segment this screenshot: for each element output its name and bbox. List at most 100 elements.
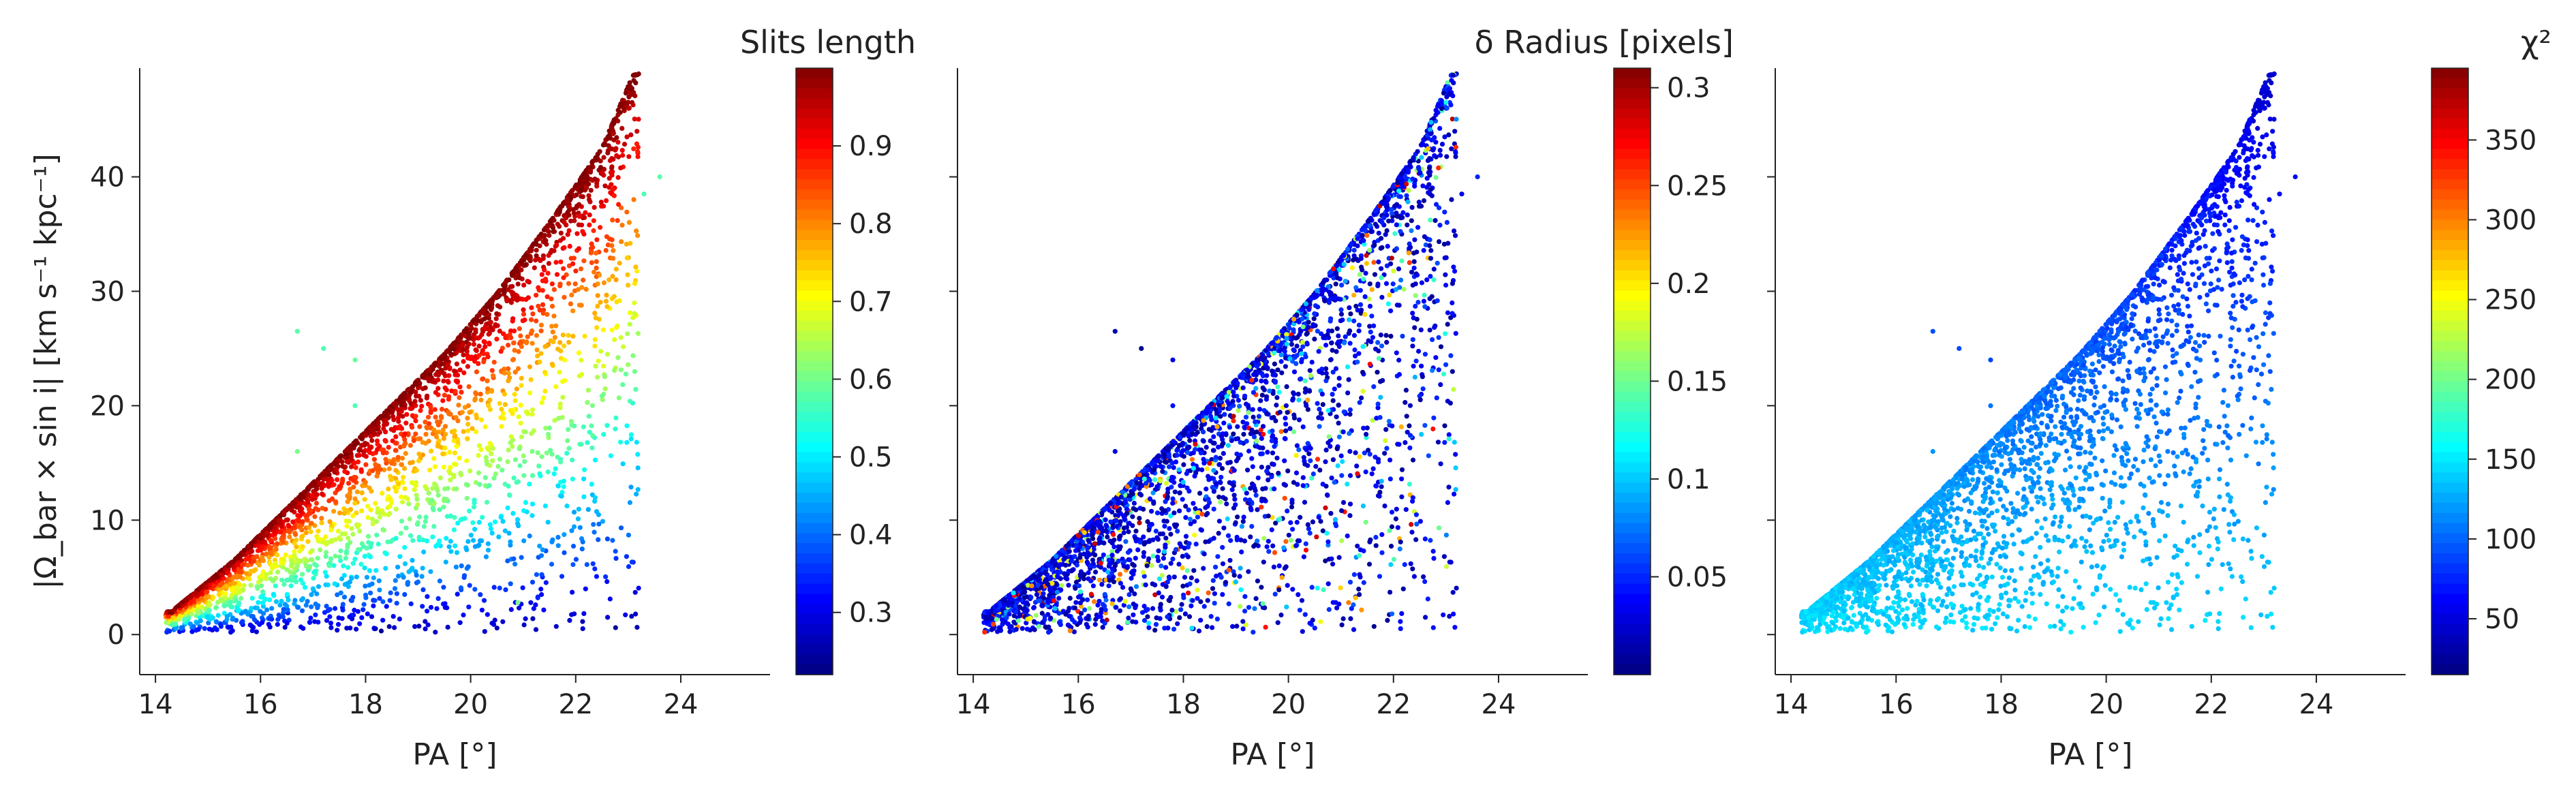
scatter-point <box>218 583 223 587</box>
scatter-point <box>1336 403 1341 407</box>
scatter-point <box>211 595 215 600</box>
scatter-point <box>1288 520 1293 525</box>
scatter-point <box>344 524 349 529</box>
scatter-point <box>442 436 446 441</box>
scatter-point <box>433 544 438 549</box>
scatter-point <box>504 298 509 303</box>
scatter-point <box>506 288 510 292</box>
scatter-point <box>540 547 545 552</box>
scatter-point <box>1426 596 1430 601</box>
scatter-point <box>308 529 313 534</box>
scatter-point <box>268 538 273 542</box>
scatter-point <box>383 457 388 461</box>
colorbar-segment <box>796 564 833 574</box>
scatter-point <box>521 307 525 312</box>
scatter-point <box>614 153 619 158</box>
scatter-point <box>399 519 404 523</box>
scatter-point <box>1367 561 1372 566</box>
scatter-point <box>543 277 548 281</box>
scatter-point <box>585 440 589 445</box>
scatter-point <box>275 570 280 574</box>
scatter-point <box>630 559 634 564</box>
scatter-point <box>270 564 275 568</box>
scatter-point <box>503 587 508 592</box>
scatter-point <box>596 293 600 298</box>
scatter-point <box>1379 532 1384 537</box>
scatter-point <box>503 482 508 487</box>
scatter-point <box>562 220 566 225</box>
y-tick-label: 0 <box>108 619 125 651</box>
scatter-point <box>555 535 560 540</box>
scatter-point <box>631 197 636 202</box>
scatter-point <box>285 621 290 626</box>
scatter-point <box>321 346 326 351</box>
scatter-point <box>349 455 354 459</box>
scatter-point <box>602 374 607 379</box>
scatter-point <box>1218 499 1223 504</box>
scatter-point <box>269 606 274 611</box>
scatter-point <box>448 478 453 482</box>
scatter-point <box>594 237 599 242</box>
scatter-point <box>459 564 464 568</box>
scatter-point <box>494 311 499 316</box>
scatter-point <box>413 403 418 408</box>
scatter-point <box>1264 373 1269 378</box>
scatter-point <box>521 312 526 317</box>
scatter-point <box>324 476 329 481</box>
scatter-point <box>1433 218 1438 223</box>
scatter-point <box>529 305 534 310</box>
scatter-point <box>431 378 436 383</box>
scatter-point <box>422 371 427 376</box>
scatter-point <box>628 484 633 489</box>
scatter-point <box>627 220 632 225</box>
colorbar-segment <box>796 645 833 656</box>
scatter-point <box>1184 534 1189 539</box>
scatter-point <box>1341 616 1346 621</box>
scatter-point <box>483 324 488 329</box>
scatter-point <box>593 495 598 500</box>
scatter-point <box>497 328 502 333</box>
scatter-point <box>495 293 500 298</box>
scatter-point <box>412 487 417 492</box>
scatter-point <box>529 431 534 436</box>
scatter-point <box>519 435 524 440</box>
scatter-point <box>519 383 523 388</box>
scatter-point <box>234 598 239 603</box>
scatter-point <box>607 277 611 282</box>
scatter-point <box>1356 587 1361 591</box>
scatter-point <box>545 294 550 299</box>
scatter-point <box>597 273 602 277</box>
scatter-point <box>373 422 378 427</box>
scatter-point <box>534 627 538 632</box>
colorbar-tick-label: 0.6 <box>849 364 893 395</box>
scatter-point <box>341 564 346 568</box>
scatter-point <box>420 440 425 445</box>
scatter-point <box>530 502 535 506</box>
scatter-point <box>260 555 264 559</box>
scatter-point <box>425 394 429 399</box>
scatter-point <box>562 245 566 250</box>
scatter-point <box>271 579 275 583</box>
scatter-point <box>492 360 497 365</box>
scatter-point <box>436 596 441 601</box>
scatter-point <box>603 386 608 391</box>
scatter-point <box>1283 416 1287 420</box>
scatter-point <box>566 281 571 286</box>
scatter-point <box>592 270 596 275</box>
scatter-point <box>290 501 295 506</box>
scatter-point <box>591 522 596 527</box>
scatter-point <box>593 458 598 463</box>
scatter-point <box>388 598 393 603</box>
scatter-point <box>328 539 333 544</box>
scatter-point <box>342 595 347 600</box>
colorbar-segment <box>796 169 833 180</box>
scatter-point <box>489 389 494 394</box>
scatter-point <box>339 591 343 596</box>
scatter-point <box>491 476 496 480</box>
scatter-point <box>1234 459 1239 463</box>
scatter-point <box>454 444 459 449</box>
scatter-point <box>1352 248 1357 253</box>
scatter-point <box>581 425 586 429</box>
scatter-point <box>443 432 448 437</box>
